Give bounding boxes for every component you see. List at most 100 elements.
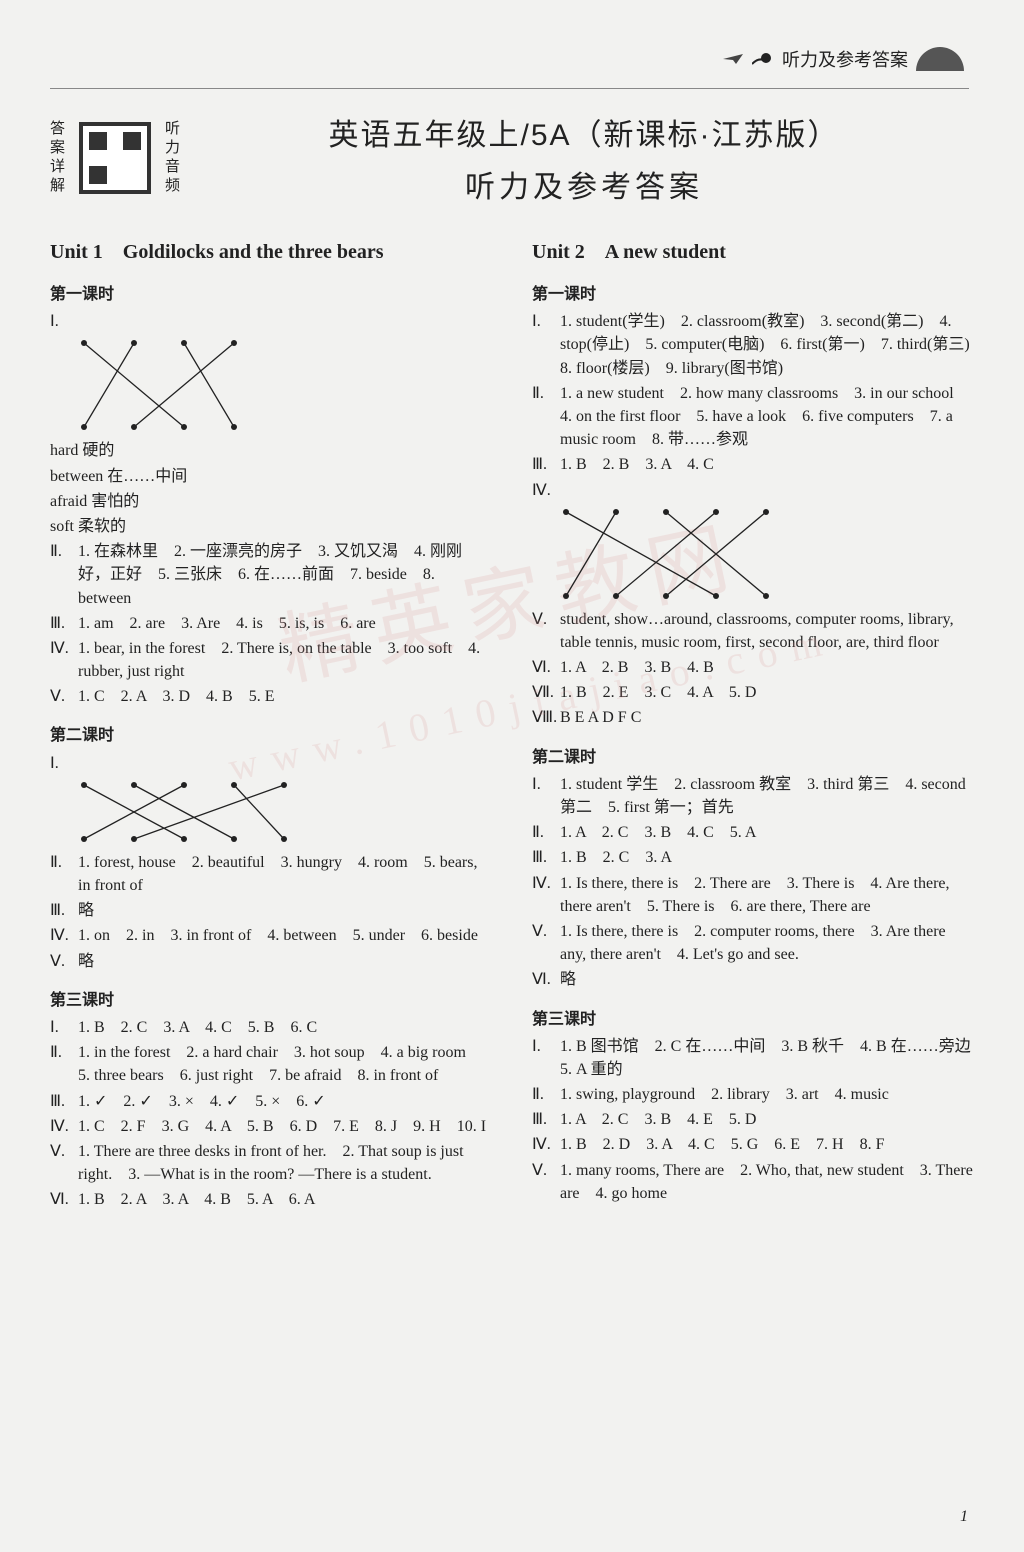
paper-plane-icon xyxy=(722,53,744,65)
r1d: Ⅰ. xyxy=(532,310,560,380)
r8d: Ⅷ. xyxy=(532,706,560,729)
left-column: Unit 1 Goldilocks and the three bears 第一… xyxy=(50,238,492,1213)
r4b: Ⅳ. xyxy=(50,924,78,947)
qr-r-0: 听 xyxy=(165,122,180,137)
r7d: Ⅶ. xyxy=(532,681,560,704)
r1e: Ⅰ. xyxy=(532,773,560,819)
r3: Ⅲ. xyxy=(50,612,78,635)
r5c: Ⅴ. xyxy=(50,1140,78,1186)
r2b: Ⅱ. xyxy=(50,851,78,897)
u1-s1-vocab3: soft 柔软的 xyxy=(50,515,492,538)
u1-s2-IV: 1. on 2. in 3. in front of 4. between 5.… xyxy=(78,924,492,947)
u1-s1-II: 1. 在森林里 2. 一座漂亮的房子 3. 又饥又渴 4. 刚刚好，正好 5. … xyxy=(78,540,492,610)
unit1-title: Unit 1 Goldilocks and the three bears xyxy=(50,238,492,267)
u2-s1-VI: 1. A 2. B 3. B 4. B xyxy=(560,656,974,679)
header-band: 听力及参考答案 xyxy=(722,46,964,72)
u2-s1-II: 1. a new student 2. how many classrooms … xyxy=(560,382,974,452)
u1-s1-vocab1: between 在……中间 xyxy=(50,465,492,488)
u2-s1-VIII: B E A D F C xyxy=(560,706,974,729)
r2c: Ⅱ. xyxy=(50,1041,78,1087)
qr-r-3: 频 xyxy=(165,179,180,194)
u2-s3-h: 第三课时 xyxy=(532,1008,974,1031)
r1c: Ⅰ. xyxy=(50,1016,78,1039)
u2-s2-II: 1. A 2. C 3. B 4. C 5. A xyxy=(560,821,974,844)
r6e: Ⅵ. xyxy=(532,968,560,991)
r5b: Ⅴ. xyxy=(50,950,78,973)
u2-s2-V: 1. Is there, there is 2. computer rooms,… xyxy=(560,920,974,966)
u2-s1-h: 第一课时 xyxy=(532,283,974,306)
bird-icon xyxy=(752,50,774,68)
r4: Ⅳ. xyxy=(50,637,78,683)
main-title: 英语五年级上/5A（新课标·江苏版） xyxy=(194,110,974,154)
qr-right-text: 听 力 音 频 xyxy=(165,122,180,194)
qr-left-text: 答 案 详 解 xyxy=(50,122,65,194)
u2-s2-III: 1. B 2. C 3. A xyxy=(560,846,974,869)
u2-s1-V: student, show…around, classrooms, comput… xyxy=(560,608,974,654)
header-rule xyxy=(50,88,969,89)
u2-s3-II: 1. swing, playground 2. library 3. art 4… xyxy=(560,1083,974,1106)
right-column: Unit 2 A new student 第一课时 Ⅰ.1. student(学… xyxy=(532,238,974,1213)
u1-s3-VI: 1. B 2. A 3. A 4. B 5. A 6. A xyxy=(78,1188,492,1211)
u1-s1-III: 1. am 2. are 3. Are 4. is 5. is, is 6. a… xyxy=(78,612,492,635)
u1-s3-h: 第三课时 xyxy=(50,989,492,1012)
u1-s3-III: 1. ✓ 2. ✓ 3. × 4. ✓ 5. × 6. ✓ xyxy=(78,1090,492,1113)
u2-s2-h: 第二课时 xyxy=(532,746,974,769)
u1-s2-h: 第二课时 xyxy=(50,724,492,747)
r4c: Ⅳ. xyxy=(50,1115,78,1138)
qr-l-0: 答 xyxy=(50,122,65,137)
u1-s1-matching xyxy=(74,335,254,435)
r3b: Ⅲ. xyxy=(50,899,78,922)
r3e: Ⅲ. xyxy=(532,846,560,869)
u2-s1-matching xyxy=(556,504,776,604)
r5d: Ⅴ. xyxy=(532,608,560,654)
u1-s3-I: 1. B 2. C 3. A 4. C 5. B 6. C xyxy=(78,1016,492,1039)
r6c: Ⅵ. xyxy=(50,1188,78,1211)
u2-s3-I: 1. B 图书馆 2. C 在……中间 3. B 秋千 4. B 在……旁边 5… xyxy=(560,1035,974,1081)
r2f: Ⅱ. xyxy=(532,1083,560,1106)
header-text: 听力及参考答案 xyxy=(782,46,908,72)
u2-s3-V: 1. many rooms, There are 2. Who, that, n… xyxy=(560,1159,974,1205)
u2-s3-IV: 1. B 2. D 3. A 4. C 5. G 6. E 7. H 8. F xyxy=(560,1133,974,1156)
unit2-title: Unit 2 A new student xyxy=(532,238,974,267)
qr-code-icon xyxy=(79,122,151,194)
qr-r-1: 力 xyxy=(165,141,180,156)
u1-s2-V: 略 xyxy=(78,950,492,973)
u1-s2-II: 1. forest, house 2. beautiful 3. hungry … xyxy=(78,851,492,897)
u1-s1-vocab2: afraid 害怕的 xyxy=(50,490,492,513)
r3d: Ⅲ. xyxy=(532,453,560,476)
u2-s1-VII: 1. B 2. E 3. C 4. A 5. D xyxy=(560,681,974,704)
u1-s1-h: 第一课时 xyxy=(50,283,492,306)
u1-s3-IV: 1. C 2. F 3. G 4. A 5. B 6. D 7. E 8. J … xyxy=(78,1115,492,1138)
r5f: Ⅴ. xyxy=(532,1159,560,1205)
r5e: Ⅴ. xyxy=(532,920,560,966)
sub-title: 听力及参考答案 xyxy=(194,162,974,206)
u1-s2-III: 略 xyxy=(78,899,492,922)
r2e: Ⅱ. xyxy=(532,821,560,844)
u2-s1-III: 1. B 2. B 3. A 4. C xyxy=(560,453,974,476)
r4d: Ⅳ. xyxy=(532,479,560,502)
r3c: Ⅲ. xyxy=(50,1090,78,1113)
u1-s3-V: 1. There are three desks in front of her… xyxy=(78,1140,492,1186)
r2d: Ⅱ. xyxy=(532,382,560,452)
r4f: Ⅳ. xyxy=(532,1133,560,1156)
r1f: Ⅰ. xyxy=(532,1035,560,1081)
qr-l-2: 详 xyxy=(50,160,65,175)
rainbow-icon xyxy=(916,47,964,71)
content-columns: Unit 1 Goldilocks and the three bears 第一… xyxy=(50,238,974,1213)
u2-s2-IV: 1. Is there, there is 2. There are 3. Th… xyxy=(560,872,974,918)
r1b: Ⅰ. xyxy=(50,752,78,775)
qr-r-2: 音 xyxy=(165,160,180,175)
roman-I: Ⅰ. xyxy=(50,310,78,333)
qr-l-1: 案 xyxy=(50,141,65,156)
r6d: Ⅵ. xyxy=(532,656,560,679)
u2-s3-III: 1. A 2. C 3. B 4. E 5. D xyxy=(560,1108,974,1131)
r5: Ⅴ. xyxy=(50,685,78,708)
r2: Ⅱ. xyxy=(50,540,78,610)
u2-s2-VI: 略 xyxy=(560,968,974,991)
qr-l-3: 解 xyxy=(50,179,65,194)
r3f: Ⅲ. xyxy=(532,1108,560,1131)
title-row: 答 案 详 解 听 力 音 频 英语五年级上/5A（新课标·江苏版） 听力及参考… xyxy=(50,110,974,206)
u1-s1-IV: 1. bear, in the forest 2. There is, on t… xyxy=(78,637,492,683)
u2-s2-I: 1. student 学生 2. classroom 教室 3. third 第… xyxy=(560,773,974,819)
u1-s1-V: 1. C 2. A 3. D 4. B 5. E xyxy=(78,685,492,708)
